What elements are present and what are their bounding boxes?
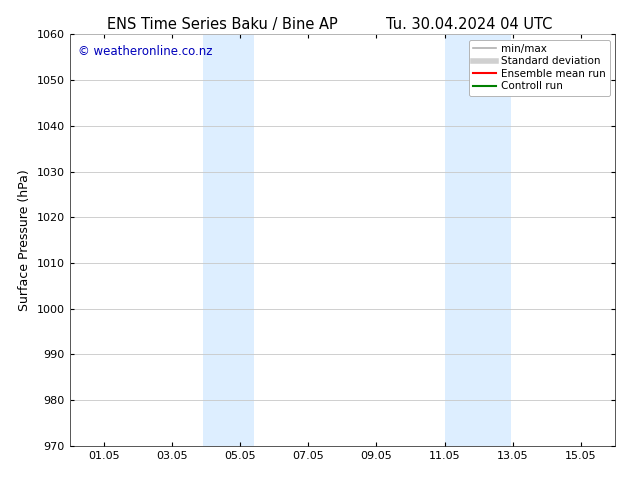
Text: ENS Time Series Baku / Bine AP: ENS Time Series Baku / Bine AP bbox=[107, 17, 337, 32]
Bar bbox=[444, 34, 511, 446]
Text: © weatheronline.co.nz: © weatheronline.co.nz bbox=[78, 45, 212, 58]
Text: Tu. 30.04.2024 04 UTC: Tu. 30.04.2024 04 UTC bbox=[386, 17, 552, 32]
Legend: min/max, Standard deviation, Ensemble mean run, Controll run: min/max, Standard deviation, Ensemble me… bbox=[469, 40, 610, 96]
Y-axis label: Surface Pressure (hPa): Surface Pressure (hPa) bbox=[18, 169, 31, 311]
Bar bbox=[203, 34, 254, 446]
